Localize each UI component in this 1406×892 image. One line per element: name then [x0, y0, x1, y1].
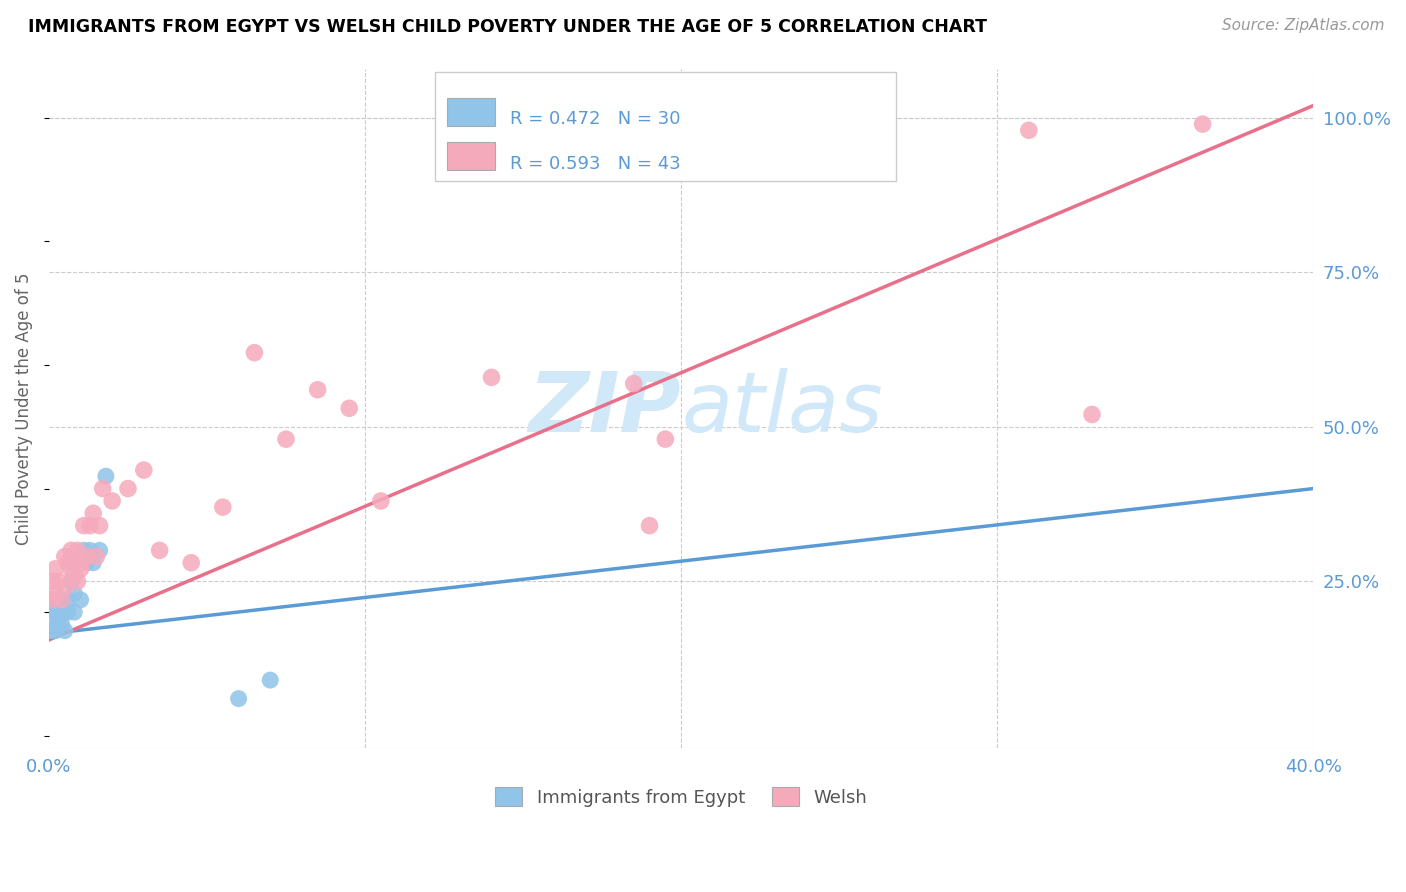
Point: [274, 432, 297, 446]
FancyBboxPatch shape: [447, 98, 495, 127]
Point: [56, 556, 79, 570]
Text: atlas: atlas: [681, 368, 883, 449]
Point: [41, 599, 63, 613]
Point: [53, 605, 76, 619]
Point: [66, 574, 89, 589]
Point: [41, 592, 63, 607]
Point: [337, 401, 360, 416]
Point: [41, 624, 63, 638]
Point: [44, 605, 66, 619]
Point: [73, 543, 96, 558]
Point: [51, 617, 73, 632]
Text: IMMIGRANTS FROM EGYPT VS WELSH CHILD POVERTY UNDER THE AGE OF 5 CORRELATION CHAR: IMMIGRANTS FROM EGYPT VS WELSH CHILD POV…: [28, 18, 987, 36]
Point: [76, 549, 98, 564]
Text: Source: ZipAtlas.com: Source: ZipAtlas.com: [1222, 18, 1385, 33]
Point: [211, 500, 233, 515]
Point: [79, 543, 101, 558]
Point: [51, 592, 73, 607]
FancyBboxPatch shape: [434, 72, 896, 181]
Point: [82, 506, 104, 520]
Point: [91, 482, 114, 496]
Point: [370, 494, 392, 508]
Point: [44, 562, 66, 576]
Point: [63, 556, 86, 570]
Point: [228, 691, 250, 706]
Point: [53, 549, 76, 564]
Point: [56, 605, 79, 619]
Point: [481, 370, 503, 384]
Point: [51, 599, 73, 613]
Point: [73, 518, 96, 533]
Legend: Immigrants from Egypt, Welsh: Immigrants from Egypt, Welsh: [488, 780, 875, 814]
Point: [60, 562, 83, 576]
Point: [48, 592, 70, 607]
Point: [41, 611, 63, 625]
Text: R = 0.472   N = 30: R = 0.472 N = 30: [510, 111, 681, 128]
Point: [94, 469, 117, 483]
Point: [44, 586, 66, 600]
Point: [82, 556, 104, 570]
Point: [51, 592, 73, 607]
Point: [132, 463, 155, 477]
Point: [66, 543, 89, 558]
Point: [48, 574, 70, 589]
Point: [53, 581, 76, 595]
FancyBboxPatch shape: [447, 142, 495, 170]
Point: [69, 556, 91, 570]
Point: [53, 624, 76, 638]
Point: [48, 611, 70, 625]
Point: [669, 123, 692, 137]
Point: [180, 556, 202, 570]
Point: [1191, 117, 1213, 131]
Point: [86, 549, 108, 564]
Text: ZIP: ZIP: [529, 368, 681, 449]
Point: [48, 617, 70, 632]
Point: [76, 556, 98, 570]
Point: [1018, 123, 1040, 137]
Point: [638, 518, 661, 533]
Point: [63, 605, 86, 619]
Point: [1081, 408, 1104, 422]
Point: [48, 605, 70, 619]
Point: [89, 518, 111, 533]
Point: [243, 345, 266, 359]
Point: [66, 556, 89, 570]
Point: [149, 543, 172, 558]
Point: [101, 494, 124, 508]
Point: [56, 592, 79, 607]
Point: [69, 592, 91, 607]
Point: [63, 586, 86, 600]
Point: [117, 482, 139, 496]
Point: [44, 624, 66, 638]
Y-axis label: Child Poverty Under the Age of 5: Child Poverty Under the Age of 5: [15, 272, 32, 544]
Point: [654, 432, 676, 446]
Point: [79, 518, 101, 533]
Point: [41, 574, 63, 589]
Point: [259, 673, 281, 687]
Point: [623, 376, 645, 391]
Text: R = 0.593   N = 43: R = 0.593 N = 43: [510, 154, 681, 173]
Point: [307, 383, 329, 397]
Point: [60, 574, 83, 589]
Point: [69, 562, 91, 576]
Point: [89, 543, 111, 558]
Point: [63, 568, 86, 582]
Point: [60, 543, 83, 558]
Point: [44, 592, 66, 607]
